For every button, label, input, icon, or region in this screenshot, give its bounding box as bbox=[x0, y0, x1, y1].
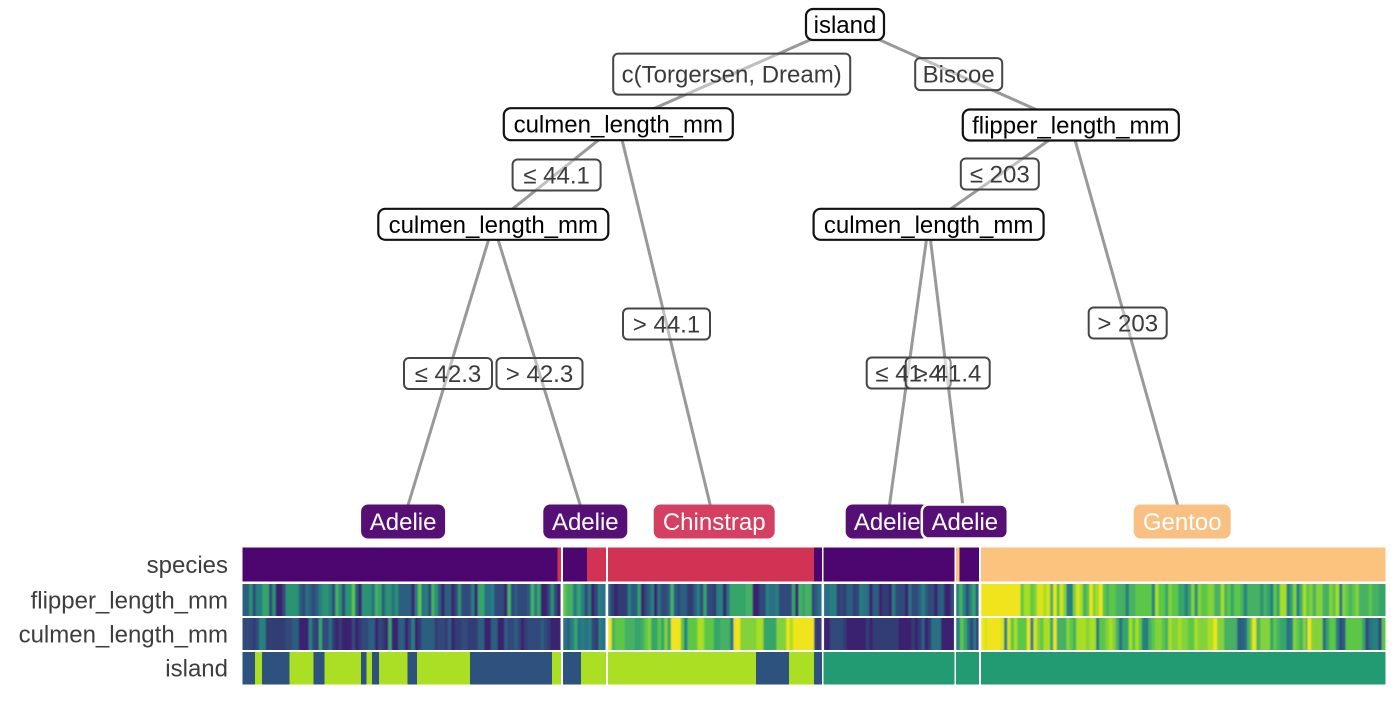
svg-text:> 41.4: > 41.4 bbox=[914, 361, 981, 388]
svg-text:> 203: > 203 bbox=[1097, 311, 1158, 338]
svg-text:≤ 203: ≤ 203 bbox=[970, 162, 1030, 189]
svg-text:Biscoe: Biscoe bbox=[923, 62, 995, 89]
svg-text:≤ 42.3: ≤ 42.3 bbox=[415, 361, 482, 388]
svg-text:≤ 44.1: ≤ 44.1 bbox=[523, 163, 590, 190]
svg-text:> 42.3: > 42.3 bbox=[506, 361, 573, 388]
svg-text:species: species bbox=[147, 552, 228, 579]
svg-text:Adelie: Adelie bbox=[552, 509, 619, 536]
svg-text:flipper_length_mm: flipper_length_mm bbox=[972, 113, 1169, 140]
svg-text:Adelie: Adelie bbox=[370, 509, 437, 536]
svg-text:island: island bbox=[165, 656, 228, 683]
svg-text:culmen_length_mm: culmen_length_mm bbox=[824, 212, 1033, 239]
svg-text:Adelie: Adelie bbox=[931, 509, 998, 536]
svg-text:flipper_length_mm: flipper_length_mm bbox=[31, 588, 228, 615]
svg-text:> 44.1: > 44.1 bbox=[633, 312, 700, 339]
svg-text:≤ 41.4: ≤ 41.4 bbox=[875, 361, 942, 388]
svg-text:Chinstrap: Chinstrap bbox=[663, 509, 766, 536]
svg-text:Gentoo: Gentoo bbox=[1143, 509, 1222, 536]
svg-text:Adelie: Adelie bbox=[854, 509, 921, 536]
svg-text:culmen_length_mm: culmen_length_mm bbox=[514, 112, 723, 139]
svg-text:c(Torgersen, Dream): c(Torgersen, Dream) bbox=[622, 62, 842, 89]
svg-text:culmen_length_mm: culmen_length_mm bbox=[389, 212, 598, 239]
svg-text:culmen_length_mm: culmen_length_mm bbox=[19, 622, 228, 649]
svg-text:island: island bbox=[814, 12, 877, 39]
